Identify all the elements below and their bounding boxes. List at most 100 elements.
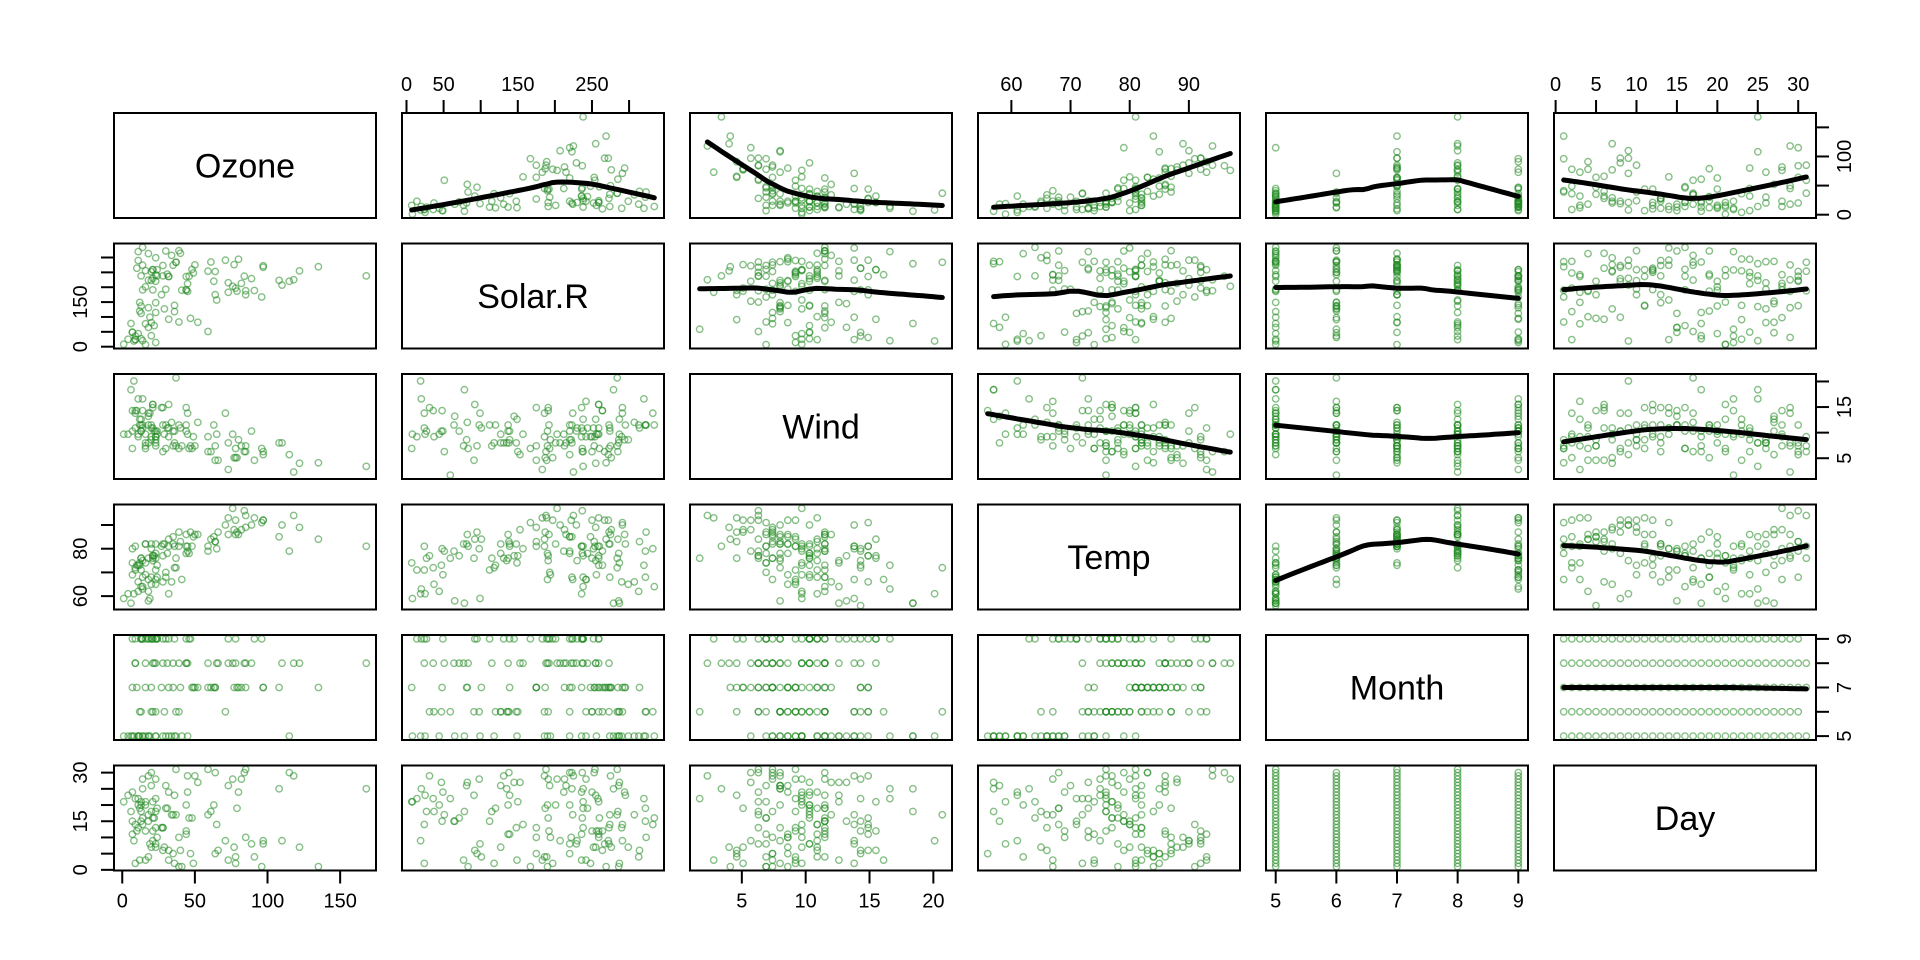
data-point [1753,385,1762,394]
data-point [732,849,741,858]
data-point [562,438,570,447]
data-point [695,794,704,803]
bottom-axis-tick-label: 8 [1452,891,1463,913]
data-point [131,659,140,668]
data-point [732,554,741,563]
data-point [209,277,218,286]
data-point [1332,516,1341,525]
data-point [177,575,186,584]
data-point [1173,297,1181,306]
data-point [1729,247,1738,256]
data-point [1453,554,1462,563]
data-point [1778,202,1786,211]
panel-border [113,634,377,741]
data-point [583,659,592,668]
data-point [513,732,521,740]
data-point [212,659,221,668]
data-point [1060,788,1069,796]
data-point [135,298,144,307]
data-point [1149,807,1158,816]
data-point [129,836,138,845]
data-point [1271,335,1280,344]
data-point [588,516,596,525]
data-point [762,853,770,861]
data-point [1453,205,1462,214]
data-point [1729,635,1738,643]
data-point [1137,319,1146,328]
data-point [886,561,894,570]
data-point [1770,659,1778,668]
data-point [578,161,587,170]
data-point [813,788,822,796]
data-point [545,444,554,453]
data-point [1161,659,1170,668]
data-point [1753,147,1762,156]
data-point [275,532,283,541]
data-point [241,659,250,668]
data-point [1514,271,1523,280]
data-point [211,267,220,276]
data-point [746,659,755,668]
data-point [606,441,615,450]
data-point [768,575,777,584]
variable-name-label: Day [1655,800,1715,838]
data-point [490,859,498,868]
data-point [1226,430,1235,439]
data-point [768,197,777,206]
data-point [1624,659,1633,668]
data-point [132,683,141,692]
data-point [1084,833,1093,842]
data-point [1656,298,1665,307]
data-point [591,523,600,532]
data-point [485,203,494,212]
data-point [813,566,822,574]
data-point [141,856,150,864]
data-point [568,683,576,692]
data-point [776,768,784,777]
data-point [1514,568,1523,577]
data-point [1640,530,1649,539]
data-point [231,444,240,453]
data-point [1125,296,1134,304]
data-point [1453,308,1462,317]
panel-border [401,242,665,350]
data-point [1271,450,1280,459]
data-point [1013,791,1022,800]
data-point [485,635,494,643]
data-point [754,683,763,692]
data-point [805,683,814,692]
data-point [1196,827,1205,835]
data-point [1762,438,1770,447]
top-axis-tick-label: 70 [1059,74,1081,96]
data-point [1592,659,1600,668]
data-point [231,530,240,539]
data-point [1084,328,1093,337]
data-point [464,188,472,196]
lowess-smooth-line [985,411,1233,455]
data-point [1632,635,1641,643]
data-point [864,846,873,855]
data-point [1600,249,1609,258]
data-point [1745,268,1754,277]
data-point [620,164,629,173]
data-point [1332,768,1341,777]
data-point [598,204,607,213]
data-point [1794,143,1803,152]
data-point [542,514,551,522]
data-point [1592,635,1600,643]
data-point [1681,582,1689,591]
data-point [138,406,147,415]
data-point [783,540,792,548]
data-point [856,563,865,572]
data-point [1102,765,1110,774]
data-point [1185,146,1193,155]
bottom-axis-tick-label: 6 [1331,891,1342,913]
data-point [204,659,212,668]
scatter-points [119,373,371,476]
bottom-axis-tick-label: 9 [1513,891,1524,913]
scatter-points [983,635,1235,740]
data-point [1632,161,1641,170]
data-point [594,827,603,835]
data-point [1332,304,1341,313]
data-point [1048,397,1057,406]
